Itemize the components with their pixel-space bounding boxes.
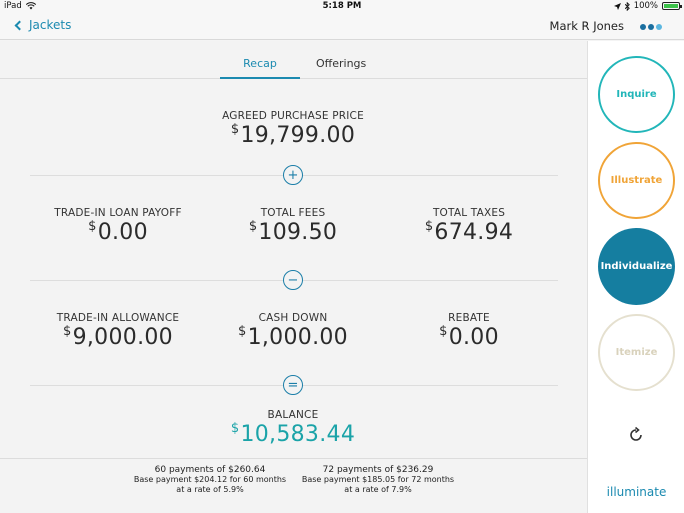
payment-rate: at a rate of 7.9% bbox=[344, 485, 412, 494]
refresh-icon[interactable] bbox=[627, 426, 645, 444]
agreed-price-value: $19,799.00 bbox=[230, 122, 356, 148]
wifi-icon bbox=[25, 2, 36, 10]
balance-value: $10,583.44 bbox=[230, 421, 356, 447]
cash-down-value: $1,000.00 bbox=[238, 324, 348, 350]
payment-option-60[interactable]: 60 payments of $260.64 Base payment $204… bbox=[130, 465, 290, 495]
battery-icon bbox=[662, 2, 682, 10]
device-name: iPad bbox=[4, 1, 22, 11]
back-label: Jackets bbox=[29, 18, 72, 32]
rebate-block: REBATE $0.00 bbox=[384, 312, 554, 350]
status-bar: iPad 5:18 PM 100% bbox=[0, 0, 684, 14]
total-fees-label: TOTAL FEES bbox=[260, 207, 326, 219]
agreed-price-block: AGREED PURCHASE PRICE $19,799.00 bbox=[143, 110, 443, 148]
recap-panel: Recap Offerings AGREED PURCHASE PRICE $1… bbox=[0, 41, 587, 513]
payment-base: Base payment $204.12 for 60 months bbox=[133, 475, 287, 484]
tab-bar: Recap Offerings bbox=[0, 51, 587, 79]
trade-in-allowance-label: TRADE-IN ALLOWANCE bbox=[56, 312, 180, 324]
brand-logo: illuminate bbox=[606, 485, 667, 499]
total-taxes-value: $674.94 bbox=[424, 219, 514, 245]
illustrate-button[interactable]: Illustrate bbox=[598, 142, 675, 219]
more-menu-icon[interactable] bbox=[640, 24, 662, 30]
bluetooth-icon bbox=[624, 1, 630, 11]
individualize-button[interactable]: Individualize bbox=[598, 228, 675, 305]
chevron-left-icon bbox=[14, 20, 25, 30]
agreed-price-label: AGREED PURCHASE PRICE bbox=[222, 110, 364, 122]
payment-option-72[interactable]: 72 payments of $236.29 Base payment $185… bbox=[298, 465, 458, 495]
status-right: 100% bbox=[613, 1, 682, 11]
balance-block: BALANCE $10,583.44 bbox=[143, 409, 443, 447]
plus-icon: + bbox=[283, 165, 303, 185]
total-taxes-block: TOTAL TAXES $674.94 bbox=[384, 207, 554, 245]
payment-summary: 60 payments of $260.64 bbox=[154, 465, 266, 475]
battery-percent: 100% bbox=[633, 1, 658, 11]
payment-summary: 72 payments of $236.29 bbox=[322, 465, 434, 475]
rebate-value: $0.00 bbox=[439, 324, 499, 350]
trade-in-allowance-value: $9,000.00 bbox=[63, 324, 173, 350]
balance-label: BALANCE bbox=[267, 409, 319, 421]
inquire-button[interactable]: Inquire bbox=[598, 56, 675, 133]
equals-icon: = bbox=[283, 375, 303, 395]
status-left: iPad bbox=[4, 1, 36, 11]
status-time: 5:18 PM bbox=[322, 1, 362, 11]
user-name: Mark R Jones bbox=[549, 19, 624, 33]
tab-offerings[interactable]: Offerings bbox=[316, 57, 367, 70]
nav-bar: Jackets Mark R Jones bbox=[0, 14, 684, 40]
total-fees-block: TOTAL FEES $109.50 bbox=[208, 207, 378, 245]
trade-in-allowance-block: TRADE-IN ALLOWANCE $9,000.00 bbox=[33, 312, 203, 350]
action-sidebar: Inquire Illustrate Individualize Itemize… bbox=[587, 41, 684, 513]
trade-in-loan-payoff-block: TRADE-IN LOAN PAYOFF $0.00 bbox=[33, 207, 203, 245]
tab-recap[interactable]: Recap bbox=[220, 57, 300, 79]
total-taxes-label: TOTAL TAXES bbox=[432, 207, 506, 219]
minus-icon: − bbox=[283, 270, 303, 290]
itemize-button[interactable]: Itemize bbox=[598, 314, 675, 391]
divider bbox=[0, 458, 587, 459]
location-arrow-icon bbox=[613, 2, 621, 10]
trade-in-loan-payoff-label: TRADE-IN LOAN PAYOFF bbox=[54, 207, 182, 219]
cash-down-label: CASH DOWN bbox=[258, 312, 328, 324]
rebate-label: REBATE bbox=[448, 312, 490, 324]
payment-base: Base payment $185.05 for 72 months bbox=[301, 475, 455, 484]
total-fees-value: $109.50 bbox=[248, 219, 338, 245]
cash-down-block: CASH DOWN $1,000.00 bbox=[208, 312, 378, 350]
payment-rate: at a rate of 5.9% bbox=[176, 485, 244, 494]
trade-in-loan-payoff-value: $0.00 bbox=[88, 219, 148, 245]
back-button[interactable]: Jackets bbox=[14, 18, 72, 32]
